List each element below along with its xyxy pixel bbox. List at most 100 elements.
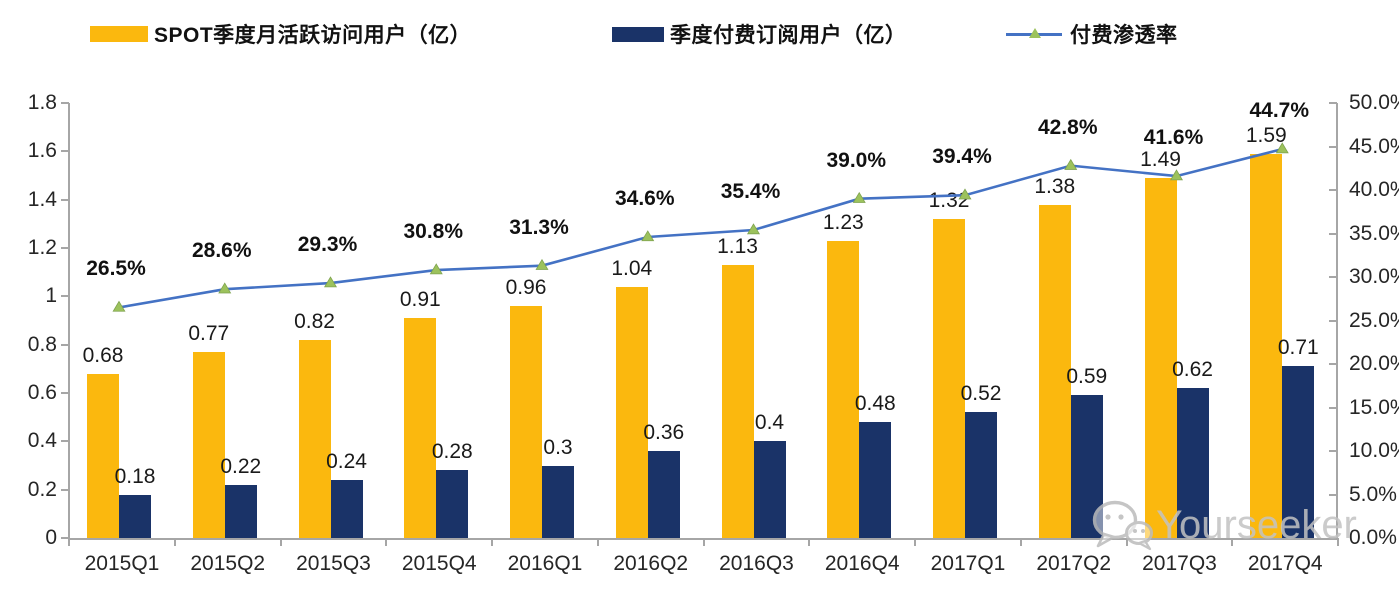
- subs-bar: [119, 494, 151, 538]
- subs-bar: [965, 412, 997, 538]
- mau-bar: [404, 318, 437, 538]
- penetration-legend-label: 付费渗透率: [1070, 24, 1178, 47]
- x-axis-tick: [702, 538, 705, 546]
- penetration-value-label: 42.8%: [1037, 115, 1098, 139]
- x-axis-label: 2016Q1: [507, 552, 583, 575]
- right-axis-tick-label: 15.0%: [1349, 395, 1399, 419]
- right-axis-tick-label: 10.0%: [1349, 439, 1399, 462]
- subs-bar: [1176, 388, 1209, 538]
- mau-value-label: 1.49: [1140, 147, 1181, 171]
- x-axis-label: 2015Q4: [401, 552, 477, 575]
- subs-legend-label: 季度付费订阅用户（亿）: [670, 24, 907, 47]
- penetration-value-label: 35.4%: [720, 180, 781, 204]
- left-axis-tick: [61, 295, 69, 298]
- right-axis-tick-label: 20.0%: [1349, 352, 1399, 375]
- x-axis-label: 2015Q3: [296, 552, 371, 575]
- x-axis-label: 2016Q4: [824, 552, 900, 575]
- subs-value-label: 0.28: [431, 440, 473, 464]
- mau-value-label: 1.13: [717, 234, 758, 258]
- legend-item-subs: 季度付费订阅用户（亿）: [612, 20, 907, 48]
- right-axis-tick-label: 5.0%: [1349, 482, 1397, 506]
- watermark-text: Yourseeker: [1156, 502, 1357, 547]
- mau-bar: [721, 264, 754, 538]
- subs-value-label: 0.3: [543, 435, 573, 459]
- penetration-value-label: 30.8%: [403, 220, 464, 244]
- right-axis-tick-label: 25.0%: [1349, 308, 1399, 332]
- left-axis-tick-label: 1.6: [27, 139, 57, 163]
- penetration-marker: [323, 276, 338, 288]
- right-axis-tick: [1329, 537, 1337, 539]
- watermark: Yourseeker: [1090, 496, 1357, 554]
- mau-value-label: 0.91: [399, 288, 441, 312]
- subs-value-label: 0.24: [326, 450, 367, 473]
- penetration-marker: [852, 191, 866, 203]
- right-axis-tick-label: 45.0%: [1349, 134, 1399, 158]
- right-axis-tick: [1329, 450, 1337, 452]
- subs-bar: [1282, 366, 1315, 538]
- mau-bar: [615, 286, 648, 538]
- right-axis-tick: [1329, 189, 1337, 191]
- left-axis-tick: [61, 198, 69, 201]
- mau-bar: [192, 351, 225, 538]
- penetration-value-label: 39.0%: [826, 148, 887, 172]
- right-axis-tick: [1329, 276, 1337, 278]
- left-axis-tick: [61, 102, 69, 104]
- left-axis-line: [68, 103, 70, 539]
- penetration-legend-marker: [1006, 27, 1062, 41]
- x-axis-label: 2016Q2: [613, 552, 689, 575]
- subs-bar: [330, 480, 363, 538]
- right-axis-tick-label: 30.0%: [1349, 265, 1399, 288]
- mau-value-label: 1.04: [611, 256, 653, 280]
- left-axis-tick-label: 0: [45, 526, 57, 549]
- penetration-value-label: 34.6%: [614, 186, 675, 210]
- left-axis-tick-label: 1.8: [27, 91, 57, 114]
- left-axis-tick-label: 0.2: [27, 477, 57, 501]
- subs-bar: [542, 465, 574, 538]
- left-axis-tick-label: 0.8: [27, 332, 57, 356]
- subs-value-label: 0.4: [754, 411, 785, 435]
- right-axis-tick: [1329, 319, 1337, 322]
- mau-value-label: 1.59: [1245, 123, 1287, 147]
- x-axis-tick: [279, 538, 282, 546]
- subs-bar: [859, 422, 892, 538]
- penetration-value-label: 41.6%: [1143, 126, 1204, 150]
- x-axis-label: 2017Q2: [1036, 552, 1112, 575]
- wechat-icon: [1092, 500, 1153, 551]
- subs-value-label: 0.59: [1066, 365, 1108, 389]
- left-axis-tick: [61, 392, 69, 394]
- subs-value-label: 0.22: [220, 454, 262, 478]
- left-axis-tick: [61, 247, 69, 249]
- subs-value-label: 0.36: [643, 421, 685, 444]
- x-axis-tick: [1231, 538, 1234, 546]
- x-axis-tick: [1337, 538, 1339, 546]
- left-axis-tick-label: 0.4: [27, 429, 57, 453]
- x-axis-tick: [68, 538, 70, 546]
- subs-legend-swatch: [612, 26, 664, 42]
- penetration-marker: [218, 282, 232, 294]
- right-axis-tick-label: 40.0%: [1349, 178, 1399, 201]
- x-axis-tick: [173, 538, 176, 546]
- mau-bar: [933, 219, 965, 538]
- x-axis-tick: [385, 538, 388, 546]
- penetration-marker: [641, 230, 655, 242]
- x-axis-label: 2015Q2: [190, 552, 266, 575]
- subs-value-label: 0.52: [960, 382, 1002, 406]
- mau-value-label: 0.77: [188, 321, 230, 345]
- x-axis-label: 2017Q4: [1247, 552, 1323, 575]
- subs-value-label: 0.71: [1277, 336, 1319, 360]
- mau-value-label: 1.32: [928, 189, 970, 212]
- penetration-marker: [535, 258, 549, 270]
- right-axis-tick-label: 35.0%: [1349, 221, 1399, 245]
- left-axis-tick: [61, 488, 69, 491]
- penetration-marker: [429, 263, 443, 275]
- penetration-value-label: 39.4%: [932, 145, 992, 169]
- mau-value-label: 0.82: [294, 309, 335, 333]
- penetration-value-label: 26.5%: [86, 257, 146, 281]
- left-axis-tick: [61, 537, 69, 539]
- subs-value-label: 0.48: [854, 392, 896, 415]
- right-axis-tick: [1329, 493, 1337, 496]
- mau-value-label: 0.96: [505, 276, 547, 299]
- mau-value-label: 1.23: [822, 210, 864, 234]
- legend-item-mau: SPOT季度月活跃访问用户（亿）: [90, 20, 471, 48]
- subs-bar: [224, 484, 257, 538]
